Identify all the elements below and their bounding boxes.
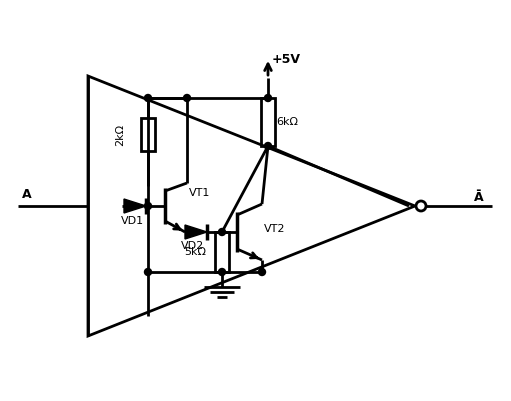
Text: VD2: VD2: [181, 241, 204, 251]
Circle shape: [183, 95, 191, 101]
Text: VT1: VT1: [189, 188, 211, 198]
Text: VD1: VD1: [121, 216, 144, 226]
Circle shape: [259, 269, 266, 275]
Circle shape: [145, 95, 151, 101]
Text: A: A: [22, 188, 32, 201]
Circle shape: [265, 142, 271, 150]
Circle shape: [145, 203, 151, 209]
Bar: [261, 98, 275, 146]
Polygon shape: [124, 199, 146, 213]
Polygon shape: [185, 225, 207, 239]
Circle shape: [416, 201, 426, 211]
Circle shape: [265, 95, 271, 101]
Text: Ā: Ā: [474, 191, 483, 204]
Text: 2kΩ: 2kΩ: [115, 124, 125, 146]
Circle shape: [219, 229, 225, 235]
Text: +5V: +5V: [272, 53, 301, 66]
Text: 6kΩ: 6kΩ: [276, 117, 298, 127]
Text: VT2: VT2: [264, 224, 286, 234]
Bar: [141, 118, 155, 151]
Text: 5kΩ: 5kΩ: [184, 247, 206, 257]
Circle shape: [219, 269, 225, 275]
Bar: [215, 232, 229, 272]
Circle shape: [145, 269, 151, 275]
